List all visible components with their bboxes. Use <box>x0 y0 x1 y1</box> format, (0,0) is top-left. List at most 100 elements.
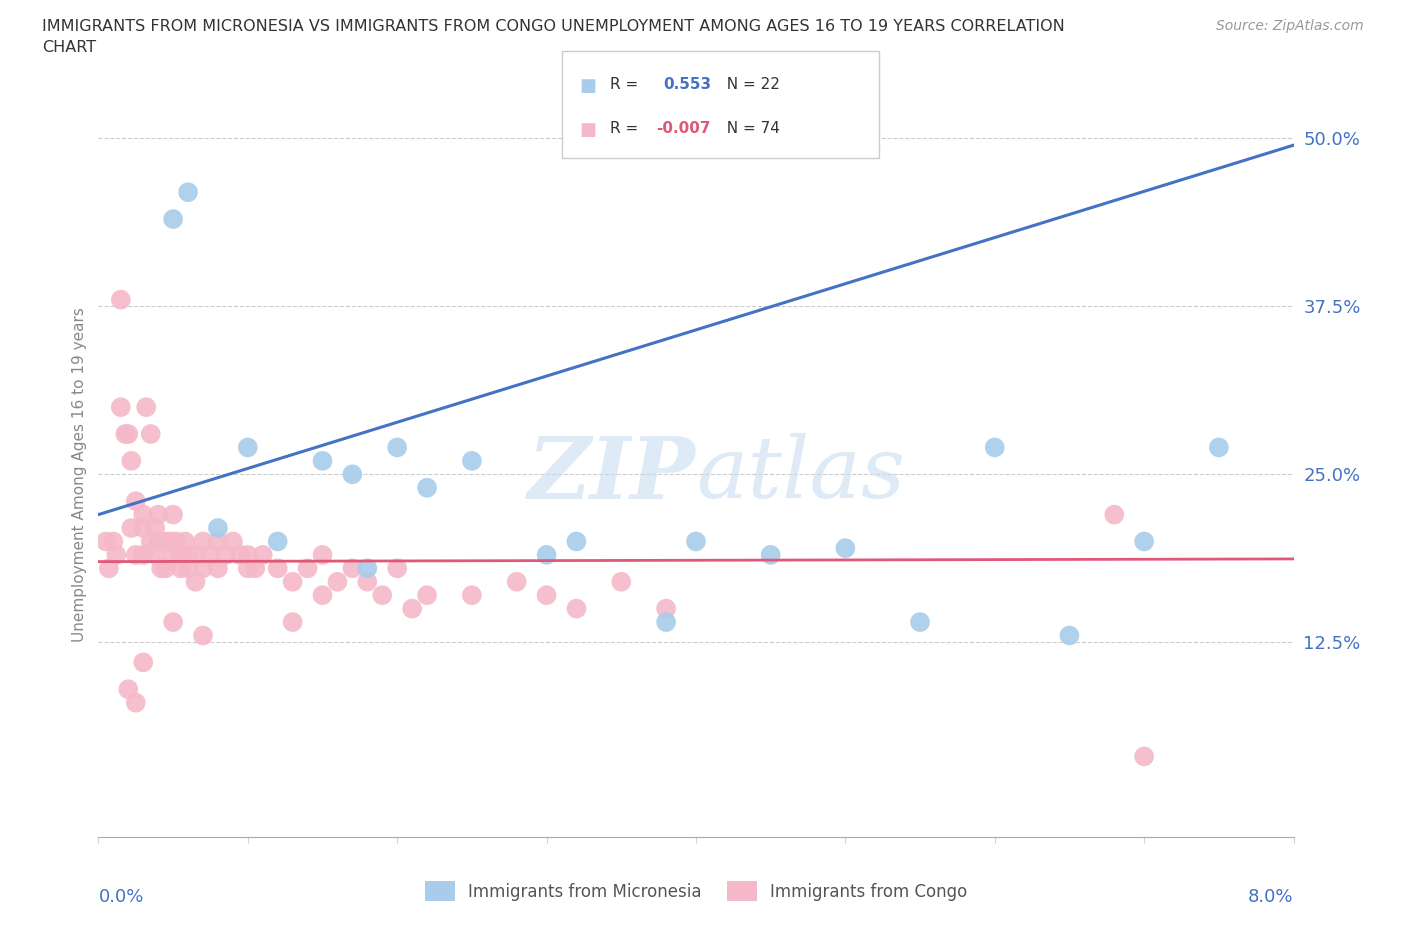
Point <box>132 521 155 536</box>
Point <box>1104 507 1126 522</box>
Point <box>834 540 856 555</box>
Point <box>155 534 177 549</box>
Point <box>177 548 200 563</box>
Y-axis label: Unemployment Among Ages 16 to 19 years: Unemployment Among Ages 16 to 19 years <box>72 307 87 642</box>
Point <box>214 548 236 563</box>
Text: ■: ■ <box>579 77 596 95</box>
Point <box>139 534 162 549</box>
Legend: Immigrants from Micronesia, Immigrants from Congo: Immigrants from Micronesia, Immigrants f… <box>425 881 967 901</box>
Point <box>252 548 274 563</box>
Point <box>184 548 207 563</box>
Point <box>105 548 128 563</box>
Point <box>125 548 148 563</box>
Point <box>685 534 707 549</box>
Point <box>94 534 117 549</box>
Point <box>150 561 173 576</box>
Text: ZIP: ZIP <box>529 432 696 516</box>
Point <box>177 561 200 576</box>
Point <box>984 440 1007 455</box>
Point <box>159 534 181 549</box>
Point <box>110 292 132 307</box>
Text: 8.0%: 8.0% <box>1249 888 1294 906</box>
Point <box>117 427 139 442</box>
Point <box>148 507 170 522</box>
Point <box>229 548 252 563</box>
Point <box>120 521 142 536</box>
Point <box>565 534 588 549</box>
Point <box>207 534 229 549</box>
Point <box>200 548 222 563</box>
Point <box>416 588 439 603</box>
Point <box>1133 534 1156 549</box>
Point <box>191 534 214 549</box>
Point <box>565 601 588 616</box>
Point <box>297 561 319 576</box>
Point <box>385 561 409 576</box>
Point <box>356 561 378 576</box>
Point <box>125 696 148 711</box>
Point <box>356 575 378 590</box>
Point <box>536 588 558 603</box>
Point <box>506 575 529 590</box>
Point <box>125 494 148 509</box>
Point <box>236 548 259 563</box>
Point <box>103 534 125 549</box>
Text: ■: ■ <box>579 121 596 139</box>
Point <box>385 440 409 455</box>
Point <box>135 400 157 415</box>
Point <box>610 575 633 590</box>
Point <box>169 561 191 576</box>
Point <box>236 440 259 455</box>
Text: atlas: atlas <box>696 433 905 515</box>
Point <box>311 454 333 469</box>
Text: N = 22: N = 22 <box>717 77 780 92</box>
Point <box>207 561 229 576</box>
Point <box>655 615 678 630</box>
Text: N = 74: N = 74 <box>717 121 780 136</box>
Text: 0.0%: 0.0% <box>98 888 143 906</box>
Text: IMMIGRANTS FROM MICRONESIA VS IMMIGRANTS FROM CONGO UNEMPLOYMENT AMONG AGES 16 T: IMMIGRANTS FROM MICRONESIA VS IMMIGRANTS… <box>42 19 1064 55</box>
Point <box>191 628 214 643</box>
Point <box>191 561 214 576</box>
Point <box>132 655 155 670</box>
Point <box>267 534 290 549</box>
Point <box>165 534 187 549</box>
Point <box>162 212 184 227</box>
Point <box>132 507 155 522</box>
Point <box>1133 749 1156 764</box>
Point <box>401 601 423 616</box>
Point <box>1208 440 1230 455</box>
Point <box>132 548 155 563</box>
Point <box>759 548 782 563</box>
Point <box>281 615 304 630</box>
Text: -0.007: -0.007 <box>657 121 711 136</box>
Point <box>245 561 267 576</box>
Point <box>908 615 931 630</box>
Text: R =: R = <box>610 77 648 92</box>
Point <box>143 521 166 536</box>
Point <box>117 682 139 697</box>
Point <box>536 548 558 563</box>
Point <box>342 561 364 576</box>
Point <box>177 185 200 200</box>
Point <box>222 534 245 549</box>
Point <box>416 480 439 495</box>
Point <box>655 601 678 616</box>
Point <box>162 548 184 563</box>
Point <box>207 521 229 536</box>
Point <box>162 507 184 522</box>
Point <box>174 534 197 549</box>
Text: R =: R = <box>610 121 644 136</box>
Point <box>110 400 132 415</box>
Point <box>155 561 177 576</box>
Text: Source: ZipAtlas.com: Source: ZipAtlas.com <box>1216 19 1364 33</box>
Point <box>236 561 259 576</box>
Point <box>162 615 184 630</box>
Point <box>97 561 120 576</box>
Point <box>184 575 207 590</box>
Point <box>114 427 136 442</box>
Point <box>267 561 290 576</box>
Point <box>1059 628 1081 643</box>
Point <box>461 454 484 469</box>
Point <box>120 454 142 469</box>
